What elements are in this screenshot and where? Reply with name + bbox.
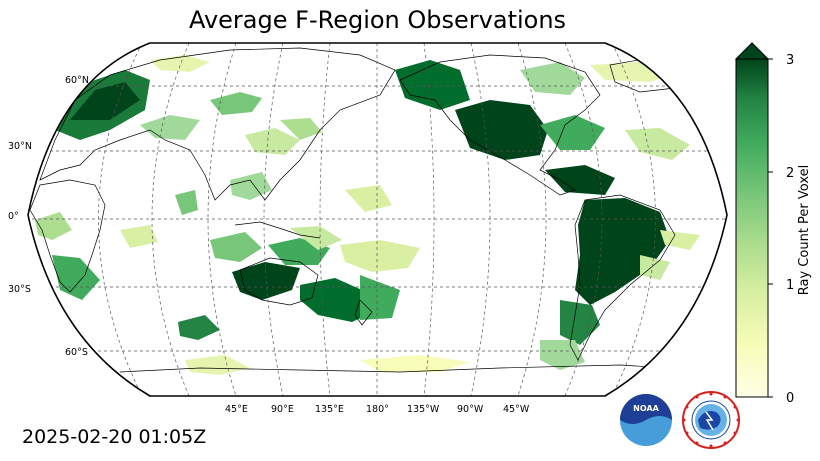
lat-label-60n: 60°N [65,75,89,86]
lon-label-90e: 90°E [271,404,294,415]
colorbar: 0 1 2 3 Ray Count Per Voxel [734,42,812,406]
gridlines [28,43,727,396]
svg-text:NOAA: NOAA [633,404,659,413]
colorbar-label: Ray Count Per Voxel [797,165,812,295]
lat-label-30s: 30°S [8,284,31,295]
timestamp: 2025-02-20 01:05Z [22,426,207,448]
lon-label-135w: 135°W [407,404,440,415]
page-title: Average F-Region Observations [188,6,567,34]
colorbar-extend-arrow [734,42,770,60]
lat-labels: 60°N 30°N 0° 30°S 60°S [8,75,89,358]
colorbar-tick-1: 1 [786,278,794,293]
lon-label-135e: 135°E [315,404,344,415]
colorbar-tick-3: 3 [786,53,794,68]
colorbar-ramp [735,58,769,398]
lat-label-30n: 30°N [8,141,32,152]
lat-label-60s: 60°S [65,347,88,358]
observation-patches [35,55,700,375]
lon-label-180: 180° [366,404,389,415]
colorbar-tick-0: 0 [786,391,794,406]
lat-label-0: 0° [8,211,19,222]
lon-label-90w: 90°W [457,404,484,415]
lon-label-45e: 45°E [225,404,248,415]
colorbar-tick-2: 2 [786,166,794,181]
nws-logo [682,391,740,449]
noaa-logo: NOAA [620,394,672,446]
world-map [28,43,727,396]
map-border [27,42,728,397]
lon-labels: 45°E 90°E 135°E 180° 135°W 90°W 45°W [225,404,530,415]
lon-label-45w: 45°W [503,404,530,415]
